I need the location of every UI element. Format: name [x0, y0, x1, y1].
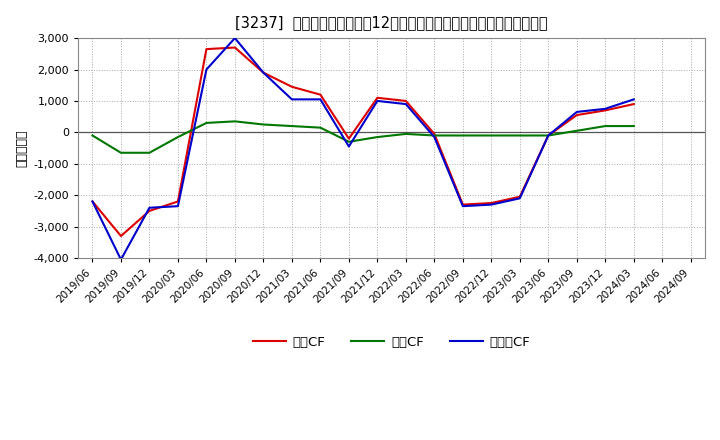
フリーCF — [345, 144, 354, 149]
投賄CF — [430, 133, 438, 138]
営業CF — [572, 113, 581, 118]
投賄CF — [202, 120, 211, 125]
投賄CF — [459, 133, 467, 138]
営業CF — [145, 208, 154, 213]
投賄CF — [373, 135, 382, 140]
営業CF — [202, 47, 211, 52]
フリーCF — [516, 196, 524, 201]
投賄CF — [629, 124, 638, 129]
フリーCF — [88, 199, 96, 204]
Line: フリーCF: フリーCF — [92, 38, 634, 260]
投賄CF — [230, 119, 239, 124]
投賄CF — [516, 133, 524, 138]
営業CF — [345, 136, 354, 141]
フリーCF — [259, 70, 268, 75]
投賄CF — [601, 124, 610, 129]
投賄CF — [402, 131, 410, 136]
Y-axis label: （百万円）: （百万円） — [15, 129, 28, 167]
Line: 投賄CF: 投賄CF — [92, 121, 634, 153]
投賄CF — [145, 150, 154, 155]
フリーCF — [230, 36, 239, 41]
Title: [3237]  キャッシュフローの12か月移動合計の対前年同期増減額の推移: [3237] キャッシュフローの12か月移動合計の対前年同期増減額の推移 — [235, 15, 548, 30]
フリーCF — [202, 67, 211, 72]
営業CF — [601, 108, 610, 113]
投賄CF — [345, 139, 354, 144]
営業CF — [629, 102, 638, 107]
営業CF — [88, 199, 96, 204]
営業CF — [544, 133, 553, 138]
投賄CF — [117, 150, 125, 155]
営業CF — [373, 95, 382, 100]
フリーCF — [174, 204, 182, 209]
営業CF — [174, 199, 182, 204]
フリーCF — [459, 204, 467, 209]
投賄CF — [544, 133, 553, 138]
投賄CF — [572, 128, 581, 133]
営業CF — [487, 200, 495, 205]
営業CF — [316, 92, 325, 97]
フリーCF — [117, 257, 125, 262]
フリーCF — [487, 202, 495, 207]
営業CF — [402, 98, 410, 103]
営業CF — [430, 131, 438, 136]
投賄CF — [487, 133, 495, 138]
投賄CF — [174, 135, 182, 140]
Line: 営業CF: 営業CF — [92, 48, 634, 236]
フリーCF — [402, 102, 410, 107]
フリーCF — [145, 205, 154, 210]
投賄CF — [316, 125, 325, 130]
営業CF — [259, 70, 268, 75]
フリーCF — [287, 97, 296, 102]
営業CF — [117, 233, 125, 238]
投賄CF — [287, 124, 296, 129]
フリーCF — [601, 106, 610, 111]
営業CF — [230, 45, 239, 50]
フリーCF — [629, 97, 638, 102]
投賄CF — [88, 133, 96, 138]
営業CF — [287, 84, 296, 89]
営業CF — [459, 202, 467, 207]
営業CF — [516, 194, 524, 199]
フリーCF — [572, 109, 581, 114]
投賄CF — [259, 122, 268, 127]
Legend: 営業CF, 投賄CF, フリーCF: 営業CF, 投賄CF, フリーCF — [248, 330, 536, 354]
フリーCF — [316, 97, 325, 102]
フリーCF — [430, 135, 438, 140]
フリーCF — [373, 98, 382, 103]
フリーCF — [544, 133, 553, 138]
